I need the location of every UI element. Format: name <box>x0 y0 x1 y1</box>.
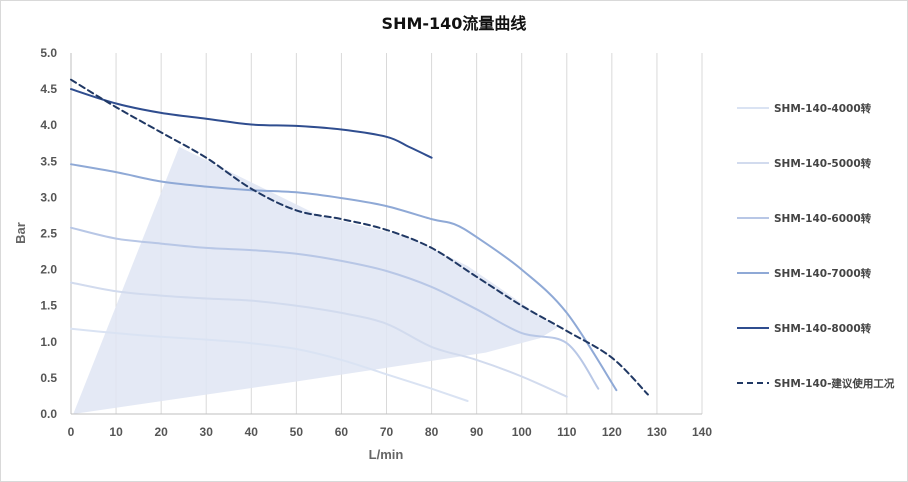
y-tick-label: 4.5 <box>40 82 57 96</box>
series-line-4 <box>70 163 618 392</box>
y-tick-label: 0.5 <box>40 371 57 385</box>
x-tick-label: 130 <box>647 425 667 439</box>
y-tick-label: 1.0 <box>40 335 57 349</box>
y-tick-labels: 0.0 0.5 1.0 1.5 2.0 2.5 3.0 3.5 4.0 4.5 5.0 <box>40 46 57 421</box>
x-tick-label: 110 <box>557 425 577 439</box>
legend-label: SHM-140-5000转 <box>774 157 872 170</box>
x-axis-label: L/min <box>369 447 404 462</box>
series-line-1 <box>70 327 469 402</box>
y-tick-label: 2.5 <box>40 227 57 241</box>
y-tick-label: 1.5 <box>40 299 57 313</box>
x-tick-label: 60 <box>335 425 349 439</box>
legend: SHM-140-4000转 SHM-140-5000转 SHM-140-6000转 S… <box>737 102 895 390</box>
y-axis-label: Bar <box>13 222 28 244</box>
legend-label: SHM-140-建议使用工况 <box>774 377 895 390</box>
series-line-3 <box>70 226 600 390</box>
x-tick-label: 0 <box>68 425 75 439</box>
x-tick-label: 50 <box>290 425 304 439</box>
series-lines <box>70 78 649 402</box>
legend-label: SHM-140-6000转 <box>774 212 872 225</box>
recommended-region <box>73 146 558 415</box>
x-tick-label: 90 <box>470 425 484 439</box>
x-tick-label: 100 <box>512 425 532 439</box>
y-tick-label: 4.0 <box>40 118 57 132</box>
series-line-2 <box>70 281 568 398</box>
x-tick-label: 20 <box>154 425 168 439</box>
y-tick-label: 5.0 <box>40 46 57 60</box>
recommended-region-fill <box>73 146 558 415</box>
x-tick-label: 40 <box>245 425 259 439</box>
x-tick-labels: 0 10 20 30 40 50 60 70 80 90 100 110 120 130 140 <box>68 425 713 439</box>
y-tick-label: 2.0 <box>40 263 57 277</box>
x-tick-label: 80 <box>425 425 439 439</box>
chart-title: SHM-140流量曲线 <box>382 14 527 33</box>
legend-label: SHM-140-4000转 <box>774 102 872 115</box>
legend-label: SHM-140-7000转 <box>774 267 872 280</box>
series-line-5 <box>70 88 433 159</box>
x-tick-label: 120 <box>602 425 622 439</box>
series-line-6 <box>70 78 649 396</box>
x-tick-label: 10 <box>109 425 123 439</box>
x-tick-label: 30 <box>200 425 214 439</box>
x-tick-label: 70 <box>380 425 394 439</box>
legend-label: SHM-140-8000转 <box>774 322 872 335</box>
y-tick-label: 3.5 <box>40 154 57 168</box>
y-tick-label: 3.0 <box>40 190 57 204</box>
axes <box>70 53 702 415</box>
x-tick-label: 140 <box>692 425 712 439</box>
y-tick-label: 0.0 <box>40 407 57 421</box>
